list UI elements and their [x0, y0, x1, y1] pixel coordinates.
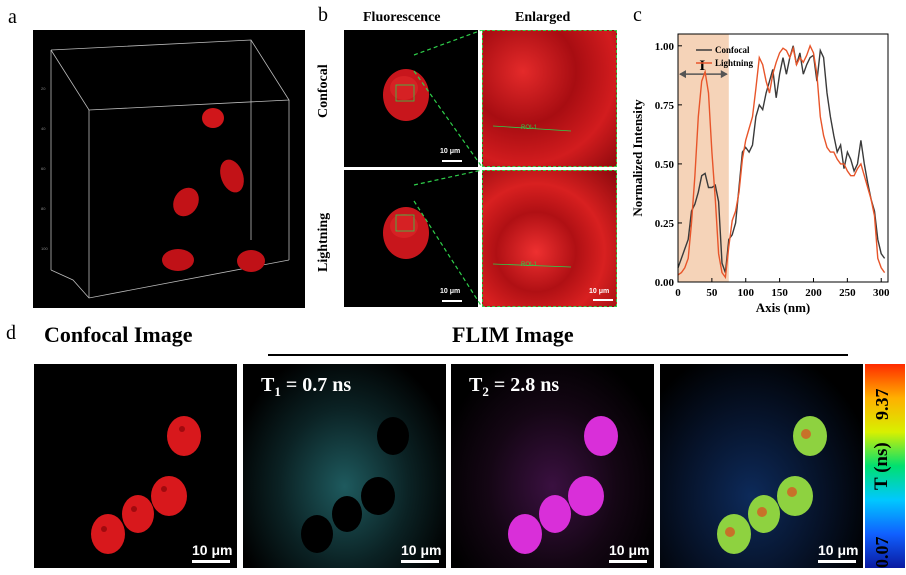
panel-c-label: c — [633, 4, 642, 26]
x-tick-label: 100 — [737, 287, 754, 299]
x-tick-label: 0 — [675, 287, 681, 299]
panel-a-label: a — [8, 6, 17, 28]
colorbar-min: 0.07 — [872, 536, 892, 569]
region-arrowhead-right — [720, 70, 728, 79]
x-tick-label: 150 — [771, 287, 788, 299]
flim-t1-image: T1 = 0.7 ns 10 μm — [243, 364, 446, 568]
scale-label-b2: 10 μm — [440, 288, 461, 295]
roi-label-2: ROI-1 — [521, 262, 538, 268]
region-arrowhead-left — [679, 70, 686, 79]
intensity-chart: I 0 50 100 150 200 250 300 0.00 0.25 0.50 0.75 1.00 A… — [630, 33, 890, 315]
flim-image-title: FLIM Image — [452, 322, 574, 347]
t1-label: T1 = 0.7 ns — [261, 374, 352, 399]
panel-a-3d-view: 20 40 60 80 100 — [33, 30, 305, 308]
scale-label-d1: 10 μm — [192, 542, 233, 558]
svg-text:60: 60 — [41, 166, 46, 171]
x-tick-label: 50 — [706, 287, 718, 299]
fluorescence-lightning-image: 10 μm — [344, 170, 478, 307]
lifetime-colorbar — [865, 364, 905, 568]
colorbar-max: 9.37 — [872, 388, 892, 421]
roi-label-1: ROI-1 — [521, 125, 538, 131]
y-tick-label: 1.00 — [655, 41, 675, 53]
fluorescence-confocal-image: 10 μm — [344, 30, 478, 167]
col-header-fluorescence: Fluorescence — [363, 10, 441, 25]
enlarged-lightning-image: ROI-1 10 μm — [482, 170, 617, 307]
y-axis-label: Normalized Intensity — [630, 99, 645, 217]
x-axis-label: Axis (nm) — [756, 300, 811, 315]
y-tick-label: 0.25 — [655, 218, 675, 230]
col-header-enlarged: Enlarged — [515, 10, 571, 25]
enlarged-confocal-image: ROI-1 — [482, 30, 617, 167]
series-line-lightning — [677, 43, 886, 280]
y-tick-label: 0.50 — [655, 159, 675, 171]
scale-label-d3: 10 μm — [609, 542, 650, 558]
plot-frame — [677, 33, 889, 283]
flim-title-underline — [268, 354, 848, 356]
row-label-confocal: Confocal — [316, 64, 331, 118]
scale-label-b1: 10 μm — [440, 148, 461, 155]
panel-b-label: b — [318, 4, 328, 26]
region-label: I — [699, 58, 705, 74]
confocal-cells-image: 10 μm — [34, 364, 237, 568]
y-tick-label: 0.75 — [655, 100, 675, 112]
t2-label: T2 = 2.8 ns — [469, 374, 560, 399]
svg-text:100: 100 — [41, 246, 48, 251]
flim-merged-image: 10 μm — [660, 364, 863, 568]
x-tick-label: 300 — [873, 287, 890, 299]
x-tick-label: 200 — [805, 287, 822, 299]
svg-text:40: 40 — [41, 126, 46, 131]
legend-label-confocal: Confocal — [715, 45, 750, 55]
scale-label-d2: 10 μm — [401, 542, 442, 558]
scale-label-d4: 10 μm — [818, 542, 859, 558]
row-label-lightning: Lightning — [316, 212, 331, 272]
zoom-connector-lines — [413, 30, 483, 308]
scale-label-b3: 10 μm — [589, 288, 610, 295]
x-tick-label: 250 — [839, 287, 856, 299]
svg-text:80: 80 — [41, 206, 46, 211]
panel-a-3d-render: 20 40 60 80 100 — [41, 39, 290, 299]
legend-label-lightning: Lightning — [715, 58, 754, 68]
y-tick-label: 0.00 — [655, 277, 675, 289]
svg-text:20: 20 — [41, 86, 46, 91]
flim-t2-image: T2 = 2.8 ns 10 μm — [451, 364, 654, 568]
panel-d-label: d — [6, 322, 16, 344]
series-line-confocal — [677, 45, 886, 273]
colorbar-label: T (ns) — [871, 442, 892, 490]
confocal-image-title: Confocal Image — [44, 322, 193, 347]
